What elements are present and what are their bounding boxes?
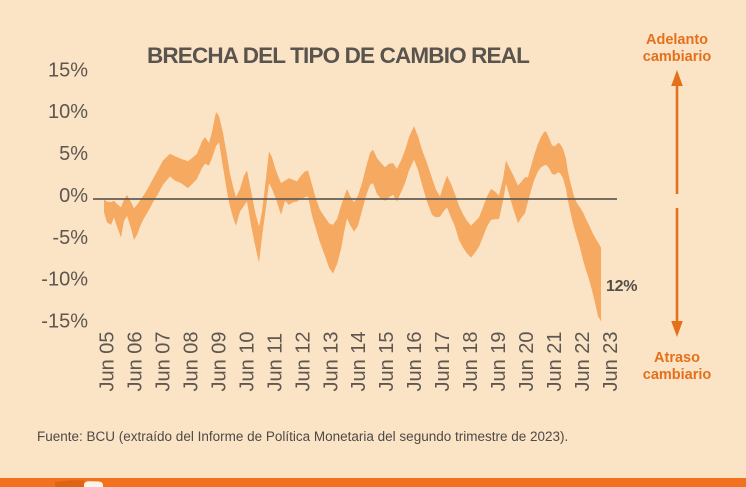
svg-text:Jun 12: Jun 12 [292, 331, 314, 391]
svg-text:12%: 12% [606, 278, 637, 295]
svg-text:Jun 10: Jun 10 [236, 331, 258, 391]
svg-text:Jun 20: Jun 20 [516, 331, 538, 391]
svg-text:Jun 22: Jun 22 [572, 331, 594, 391]
svg-text:Atraso: Atraso [654, 350, 700, 366]
svg-text:Fuente: BCU (extraído del Info: Fuente: BCU (extraído del Informe de Pol… [37, 429, 568, 444]
svg-text:10%: 10% [48, 101, 88, 123]
svg-text:Adelanto: Adelanto [646, 32, 708, 48]
svg-text:15%: 15% [48, 59, 88, 81]
svg-text:-10%: -10% [41, 269, 88, 291]
svg-text:Jun 06: Jun 06 [125, 331, 147, 391]
svg-text:Jun 21: Jun 21 [544, 331, 566, 391]
svg-text:0%: 0% [59, 185, 88, 207]
svg-text:BRECHA DEL TIPO DE CAMBIO REAL: BRECHA DEL TIPO DE CAMBIO REAL [147, 43, 530, 68]
svg-text:Jun 16: Jun 16 [404, 331, 426, 391]
svg-text:Jun 23: Jun 23 [600, 331, 622, 391]
svg-text:Jun 17: Jun 17 [432, 331, 454, 391]
svg-text:Jun 18: Jun 18 [460, 331, 482, 391]
svg-text:Jun 19: Jun 19 [488, 331, 510, 391]
svg-text:cambiario: cambiario [643, 367, 712, 383]
svg-text:Jun 09: Jun 09 [208, 331, 230, 391]
svg-text:Jun 13: Jun 13 [320, 331, 342, 391]
svg-text:cambiario: cambiario [643, 49, 712, 65]
svg-text:Jun 05: Jun 05 [97, 331, 119, 391]
svg-text:5%: 5% [59, 143, 88, 165]
svg-text:-15%: -15% [41, 310, 88, 332]
svg-text:Jun 11: Jun 11 [264, 333, 286, 392]
svg-text:Jun 07: Jun 07 [152, 331, 174, 391]
svg-text:Jun 14: Jun 14 [348, 331, 370, 391]
svg-text:Jun 08: Jun 08 [180, 331, 202, 391]
svg-text:Jun 15: Jun 15 [376, 331, 398, 391]
svg-text:-5%: -5% [52, 227, 88, 249]
